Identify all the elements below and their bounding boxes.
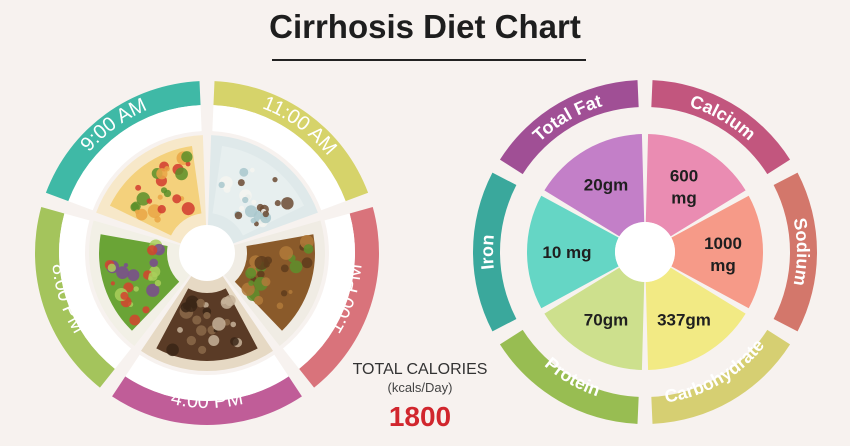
meal-time-ring-11-00-am xyxy=(212,105,346,211)
nutrient-label-sodium: Sodium xyxy=(790,216,813,287)
nutrient-band-total-fat xyxy=(499,80,639,175)
mince-curry-photo xyxy=(223,220,325,346)
meal-time-ring-4-00-pm xyxy=(125,354,289,401)
nutrient-wedge-calcium xyxy=(645,134,746,237)
nutrient-value-sodium: 1000 mg xyxy=(704,234,742,275)
nutrient-value-protein: 70gm xyxy=(584,311,628,330)
meal-time-band-11-00-am xyxy=(213,81,369,202)
nutrient-wheel-hub xyxy=(615,222,675,282)
omelette-plate-photo xyxy=(96,135,207,245)
nutrient-wedge-carbohydrate xyxy=(645,267,746,370)
calories-unit: (kcals/Day) xyxy=(387,380,453,395)
coconut-water-photo xyxy=(207,135,318,245)
nutrient-band-protein xyxy=(499,329,639,424)
meal-time-band-8-00-pm xyxy=(35,207,115,388)
title-underline xyxy=(272,59,586,61)
meal-time-band-9-00-am xyxy=(45,81,201,202)
meal-time-ring-1-00-pm xyxy=(282,213,355,369)
nutrient-iron: Iron 10 mg xyxy=(473,172,619,332)
meal-time-band-4-00-pm xyxy=(112,376,302,425)
nutrient-band-iron xyxy=(473,172,517,332)
page-title: Cirrhosis Diet Chart xyxy=(269,8,581,45)
nutrient-sodium: Sodium 1000 mg xyxy=(671,172,817,332)
meal-time-ring-9-00-am xyxy=(68,105,202,211)
nutrient-wedge-protein xyxy=(544,267,645,370)
green-salad-photo xyxy=(89,220,191,346)
nutrient-band-carbohydrate xyxy=(651,329,791,424)
total-calories-label: TOTAL CALORIES xyxy=(352,361,488,378)
nutrient-label-iron: Iron xyxy=(477,234,498,271)
meal-time-label-4-00-pm: 4:00 PM xyxy=(169,387,245,413)
nutrient-value-iron: 10 mg xyxy=(542,243,591,262)
meal-time-wheel: 9:00 AM 11:00 AM1:00 PM4:00 PM8:00 PM xyxy=(35,81,379,425)
meal-time-ring-8-00-pm xyxy=(58,213,132,369)
nutrient-band-calcium xyxy=(651,80,791,175)
nutrient-wedge-iron xyxy=(527,195,619,309)
nutrient-value-carbohydrate: 337gm xyxy=(657,311,711,330)
nutrient-value-calcium: 600 mg xyxy=(670,166,698,207)
calories-value: 1800 xyxy=(388,401,452,432)
nutrient-wedge-sodium xyxy=(671,195,763,309)
nutrient-wedge-total-fat xyxy=(544,134,645,237)
nutrient-value-total-fat: 20gm xyxy=(584,175,628,194)
meal-wheel-hub xyxy=(179,225,235,281)
meal-time-band-1-00-pm xyxy=(299,207,379,388)
granola-bars-photo xyxy=(141,274,273,371)
nutrient-band-sodium xyxy=(773,172,817,332)
